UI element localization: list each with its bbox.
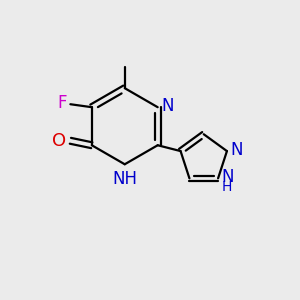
Text: NH: NH <box>112 169 137 188</box>
Text: N: N <box>230 141 243 159</box>
Text: H: H <box>222 180 232 194</box>
Text: N: N <box>222 168 234 186</box>
Text: O: O <box>52 132 66 150</box>
Text: N: N <box>161 97 174 115</box>
Text: F: F <box>57 94 67 112</box>
